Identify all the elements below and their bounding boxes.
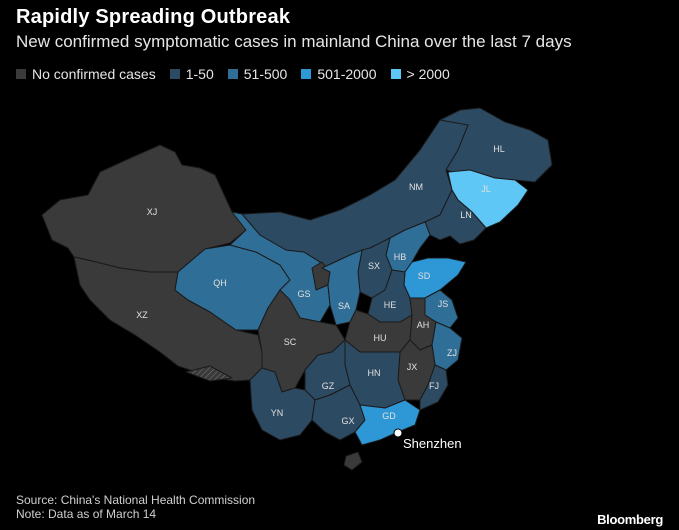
legend: No confirmed cases 1-50 51-500 501-2000 …: [16, 66, 464, 82]
legend-label: 501-2000: [317, 66, 377, 82]
brand-logo: Bloomberg: [597, 512, 663, 527]
source-text: Source: China's National Health Commissi…: [16, 493, 256, 507]
legend-item-none: No confirmed cases: [16, 66, 156, 82]
region-label: GX: [341, 416, 354, 426]
region-label: QH: [213, 278, 227, 288]
region-label: GS: [297, 289, 310, 299]
legend-item-51-500: 51-500: [227, 66, 288, 82]
region-label: SA: [338, 301, 350, 311]
region-sd: [403, 257, 467, 299]
legend-swatch: [169, 69, 180, 79]
region-label: HB: [394, 252, 407, 262]
region-label: SX: [368, 261, 380, 271]
region-label: GZ: [322, 381, 335, 391]
region-label: HL: [493, 144, 505, 154]
legend-item-501-2000: 501-2000: [301, 66, 377, 82]
legend-item-over-2000: > 2000: [390, 66, 450, 82]
region-label: XZ: [136, 310, 148, 320]
region-label: JL: [481, 184, 491, 194]
legend-swatch: [301, 69, 312, 79]
region-label: HE: [384, 300, 397, 310]
city-label: Shenzhen: [403, 436, 462, 451]
region-label: HU: [374, 333, 387, 343]
region-label: NM: [409, 182, 423, 192]
region-labels: XJ XZ QH GS NM HL JL LN HB SX SD HE JS S…: [136, 144, 505, 426]
legend-label: 1-50: [185, 66, 214, 82]
region-label: LN: [460, 210, 472, 220]
region-zj: [431, 321, 463, 371]
region-label: GD: [382, 411, 396, 421]
region-label: AH: [417, 320, 430, 330]
region-label: XJ: [147, 207, 158, 217]
region-nm: [241, 109, 469, 269]
note-text: Note: Data as of March 14: [16, 507, 157, 521]
china-map: XJ XZ QH GS NM HL JL LN HB SX SD HE JS S…: [41, 107, 553, 471]
legend-label: > 2000: [406, 66, 450, 82]
region-label: SC: [284, 337, 297, 347]
region-hl: [439, 107, 553, 183]
region-label: SD: [418, 271, 431, 281]
legend-item-1-50: 1-50: [169, 66, 214, 82]
disputed-area: [185, 365, 233, 382]
legend-label: 51-500: [243, 66, 288, 82]
legend-swatch: [16, 69, 26, 79]
chart-title: Rapidly Spreading Outbreak: [16, 6, 291, 28]
region-label: HN: [368, 368, 381, 378]
legend-swatch: [390, 69, 401, 79]
chart-subtitle: New confirmed symptomatic cases in mainl…: [16, 32, 572, 51]
region-label: FJ: [429, 381, 439, 391]
legend-swatch: [227, 69, 238, 79]
region-fj: [419, 364, 449, 411]
region-label: ZJ: [447, 348, 457, 358]
legend-label: No confirmed cases: [32, 66, 156, 82]
region-label: JS: [438, 299, 449, 309]
city-marker: [393, 428, 403, 438]
region-hi: [343, 451, 363, 471]
source-note: Source: China's National Health Commissi…: [16, 493, 255, 521]
region-label: YN: [271, 408, 284, 418]
region-label: JX: [407, 362, 418, 372]
